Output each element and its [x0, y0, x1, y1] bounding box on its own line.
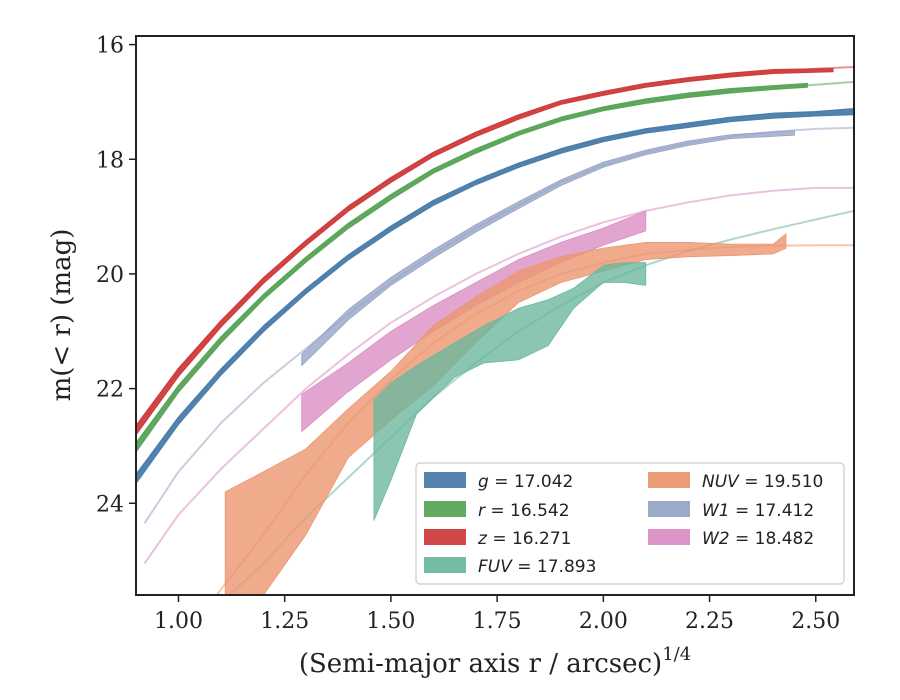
x-tick-label: 2.00 — [579, 609, 628, 634]
x-tick-label: 1.25 — [260, 609, 309, 634]
data-bands — [136, 67, 854, 595]
legend-item-z: z = 16.271 — [424, 529, 571, 549]
legend-label: NUV = 19.510 — [702, 472, 823, 492]
legend-item-fuv: FUV = 17.893 — [424, 557, 596, 577]
data-band-w1 — [301, 130, 795, 367]
y-tick-label: 16 — [96, 34, 124, 59]
legend-label: W2 = 18.482 — [702, 529, 814, 549]
y-tick-label: 20 — [96, 263, 124, 288]
legend-item-w2: W2 = 18.482 — [648, 529, 814, 549]
y-axis-ticks: 16 18 20 22 24 — [96, 34, 136, 517]
legend-item-g: g = 17.042 — [424, 472, 573, 492]
legend-swatch — [648, 472, 690, 488]
legend-label: r = 16.542 — [478, 501, 570, 521]
legend-swatch — [648, 529, 690, 545]
data-band-w2 — [301, 210, 647, 433]
legend-swatch — [424, 557, 466, 573]
x-tick-label: 1.75 — [473, 609, 522, 634]
legend-item-w1: W1 = 17.412 — [648, 501, 814, 521]
legend-swatch — [648, 501, 690, 517]
x-tick-label: 1.00 — [154, 609, 203, 634]
legend-box — [415, 462, 845, 585]
plot-area — [136, 66, 854, 595]
x-axis-label: (Semi-major axis r / arcsec)1/4 — [299, 644, 691, 679]
y-tick-label: 18 — [96, 148, 124, 173]
y-tick-label: 24 — [96, 492, 124, 517]
legend-item-nuv: NUV = 19.510 — [648, 472, 823, 492]
legend-swatch — [424, 472, 466, 488]
x-axis-ticks: 1.00 1.25 1.50 1.75 2.00 2.25 2.50 — [154, 595, 840, 634]
legend-swatch — [424, 501, 466, 517]
data-band-fuv — [373, 262, 647, 521]
legend-label: g = 17.042 — [478, 472, 573, 492]
legend-label: FUV = 17.893 — [478, 557, 596, 577]
y-tick-label: 22 — [96, 378, 124, 403]
x-tick-label: 2.25 — [685, 609, 734, 634]
legend-item-r: r = 16.542 — [424, 501, 570, 521]
data-band-z — [136, 67, 834, 436]
legend: g = 17.042 r = 16.542 z = 16.271 FUV = 17.8… — [415, 462, 845, 585]
model-curve-w2 — [143, 186, 854, 565]
legend-label: W1 = 17.412 — [702, 501, 814, 521]
legend-label: z = 16.271 — [477, 529, 571, 549]
data-band-g — [136, 108, 854, 484]
data-band-r — [136, 82, 809, 453]
legend-swatch — [424, 529, 466, 545]
x-tick-label: 1.50 — [366, 609, 415, 634]
y-axis-label: m(< r) (mag) — [47, 229, 77, 402]
plot-frame — [135, 35, 855, 596]
x-tick-label: 2.50 — [791, 609, 840, 634]
